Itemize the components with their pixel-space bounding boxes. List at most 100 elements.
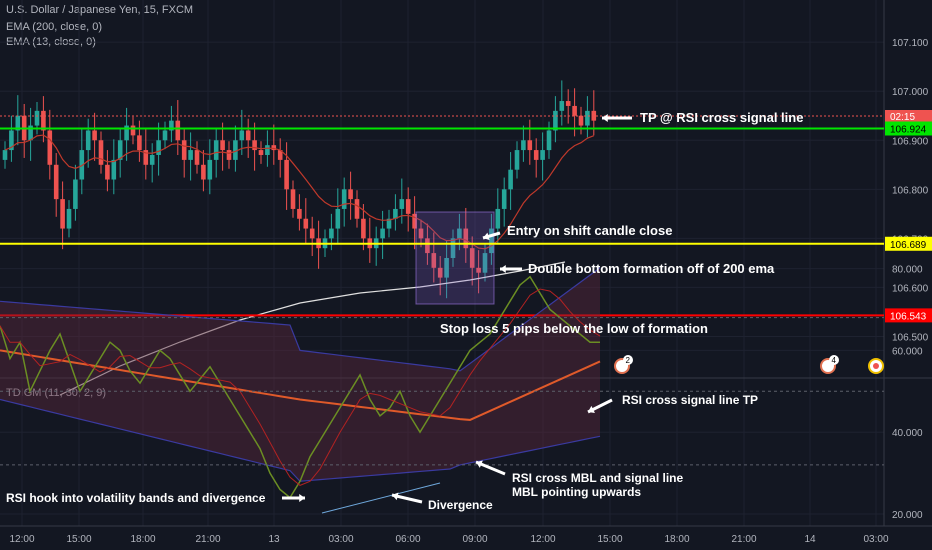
candle-body-55 (354, 199, 360, 219)
candle-body-64 (412, 213, 417, 229)
candle-body-36 (233, 140, 238, 160)
candle-body-17 (111, 159, 117, 180)
signal-line (0, 288, 601, 486)
tp-level-tag-label: 106.924 (890, 125, 927, 136)
y-tick-label-3: 106.800 (892, 185, 929, 196)
candle-body-60 (386, 218, 392, 229)
divergence-line (321, 482, 441, 514)
candle-body-53 (341, 189, 347, 209)
candle-body-51 (329, 228, 334, 239)
double-bottom-box (415, 211, 495, 305)
candle-body-48 (309, 228, 315, 239)
candle-body-68 (437, 267, 443, 278)
stop-loss-note: Stop loss 5 pips below the low of format… (440, 321, 708, 336)
indicator-pane (0, 267, 884, 514)
candle-body-14 (92, 130, 97, 141)
candle-body-67 (431, 253, 437, 268)
tp-level-tag (885, 121, 932, 136)
candle-body-63 (405, 199, 411, 214)
candle-body-76 (489, 228, 494, 254)
x-tick-label-1: 15:00 (66, 534, 91, 545)
candle-body-77 (495, 208, 501, 229)
annotations: TP @ RSI cross signal line Entry on shift… (6, 110, 803, 512)
current-price-tag-label: 02:15 (890, 112, 915, 123)
entry-note: Entry on shift candle close (507, 223, 672, 238)
candle-body-88 (565, 101, 571, 106)
mbl-cross-note: RSI cross MBL and signal line (512, 471, 683, 485)
candle-body-72 (463, 228, 469, 249)
candle-body-40 (258, 150, 264, 155)
mbl-arrow-head (476, 460, 483, 468)
y-tick-label-0: 106.500 (892, 332, 929, 343)
ema13-line (4, 134, 595, 250)
entry-arrow-head (483, 232, 490, 241)
candle-body-71 (457, 228, 462, 239)
osc-y-tick-label-1: 40.000 (892, 428, 923, 439)
stop-level-tag (885, 308, 932, 323)
candle-body-9 (60, 199, 65, 229)
upper-volatility-band (0, 267, 601, 372)
candle-body-35 (226, 150, 232, 160)
candle-body-82 (527, 140, 533, 151)
candle-body-56 (361, 218, 366, 239)
candle-body-13 (85, 130, 91, 151)
candle-body-75 (482, 253, 488, 273)
ema200-line (59, 261, 566, 396)
event-badge-count-1: 4 (832, 356, 837, 365)
chart-title: U.S. Dollar / Japanese Yen, 15, FXCM (6, 4, 194, 16)
candle-body-25 (162, 130, 168, 141)
candle-body-44 (284, 159, 289, 190)
candle-body-8 (53, 164, 59, 200)
candle-body-19 (124, 125, 129, 141)
hook-arrow-head (299, 494, 305, 502)
event-badge-count-bg-0 (623, 355, 633, 365)
candle-body-16 (105, 164, 110, 180)
candle-body-41 (265, 145, 270, 155)
volatility-band-fill (0, 267, 600, 482)
entry-level-tag (885, 236, 932, 251)
candle-body-81 (521, 140, 526, 151)
candle-body-21 (137, 135, 142, 151)
candle-body-10 (66, 208, 72, 229)
candle-body-28 (181, 140, 187, 160)
candle-body-62 (399, 199, 405, 209)
candle-body-18 (117, 140, 123, 160)
candle-body-52 (335, 208, 341, 229)
x-tick-label-10: 18:00 (664, 534, 689, 545)
candle-body-37 (239, 130, 245, 141)
y-tick-label-6: 107.100 (892, 38, 929, 49)
candle-body-27 (175, 120, 181, 141)
x-tick-label-13: 03:00 (863, 534, 888, 545)
candle-body-91 (585, 110, 590, 126)
stop-level-tag-label: 106.543 (890, 311, 927, 322)
y-tick-label-5: 107.000 (892, 87, 929, 98)
candle-body-65 (418, 228, 424, 239)
candle-body-4 (28, 125, 33, 141)
candle-body-7 (47, 130, 53, 165)
candle-body-69 (444, 257, 449, 278)
candle-body-33 (213, 140, 219, 160)
rsi-tp-note: RSI cross signal line TP (622, 393, 758, 407)
candle-body-1 (9, 130, 14, 151)
candle-body-15 (98, 140, 104, 165)
rsi-tp-arrow-head (588, 405, 595, 413)
candle-body-83 (533, 150, 539, 160)
double-bottom-arrow-head (500, 265, 506, 273)
candle-body-5 (34, 110, 40, 126)
candle-body-30 (194, 150, 200, 165)
candle-body-90 (578, 115, 584, 126)
market-base-line (0, 349, 601, 421)
candle-body-74 (476, 267, 481, 273)
x-tick-label-9: 15:00 (597, 534, 622, 545)
x-tick-label-0: 12:00 (9, 534, 34, 545)
candle-body-70 (450, 238, 456, 258)
osc-y-tick-label-2: 60.000 (892, 346, 923, 357)
candle-body-66 (425, 238, 430, 254)
candle-body-45 (290, 189, 296, 209)
candle-body-42 (271, 145, 277, 151)
current-price-tag (885, 110, 932, 123)
candle-body-54 (348, 189, 353, 200)
x-tick-label-3: 21:00 (195, 534, 220, 545)
candle-body-47 (303, 218, 309, 229)
